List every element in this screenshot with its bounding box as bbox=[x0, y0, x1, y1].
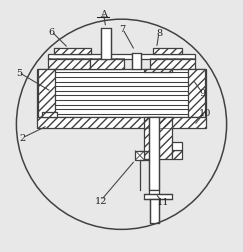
Bar bbox=[38, 70, 55, 118]
Text: 5: 5 bbox=[16, 69, 22, 78]
Bar bbox=[54, 48, 91, 54]
Bar bbox=[90, 59, 124, 70]
Bar bbox=[144, 194, 172, 199]
Bar bbox=[37, 70, 206, 118]
Bar bbox=[144, 70, 172, 73]
Bar bbox=[135, 151, 144, 161]
Bar bbox=[150, 59, 195, 70]
Bar bbox=[37, 118, 206, 129]
Bar bbox=[188, 70, 205, 118]
Bar bbox=[149, 118, 159, 190]
Bar bbox=[172, 150, 182, 160]
Text: 6: 6 bbox=[48, 28, 54, 37]
Bar bbox=[144, 70, 172, 73]
Bar bbox=[48, 54, 195, 60]
Bar bbox=[101, 28, 111, 60]
Bar bbox=[153, 48, 182, 54]
Bar bbox=[90, 59, 124, 70]
Bar bbox=[149, 190, 159, 199]
Text: 2: 2 bbox=[20, 134, 26, 143]
Bar bbox=[172, 150, 182, 160]
Text: 10: 10 bbox=[199, 108, 211, 117]
Text: 12: 12 bbox=[95, 196, 107, 205]
Bar bbox=[38, 70, 55, 118]
Bar bbox=[144, 118, 172, 160]
Bar bbox=[42, 112, 58, 118]
Text: 8: 8 bbox=[156, 29, 162, 38]
Bar bbox=[54, 48, 91, 54]
Bar bbox=[153, 48, 182, 54]
Bar bbox=[150, 199, 159, 224]
Bar bbox=[42, 112, 58, 118]
Bar bbox=[188, 70, 205, 118]
Text: 7: 7 bbox=[120, 25, 126, 34]
Bar bbox=[132, 54, 141, 70]
Text: 9: 9 bbox=[199, 89, 206, 98]
Text: A: A bbox=[100, 10, 107, 19]
Bar bbox=[150, 59, 195, 70]
Bar bbox=[48, 59, 90, 70]
Bar bbox=[48, 59, 90, 70]
Bar bbox=[144, 118, 172, 160]
Bar bbox=[172, 143, 182, 150]
Bar bbox=[37, 118, 206, 129]
Text: 11: 11 bbox=[156, 197, 169, 206]
